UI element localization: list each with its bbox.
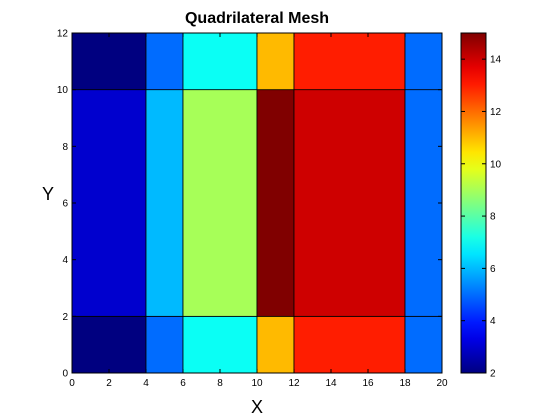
mesh-cell <box>256 89 295 317</box>
mesh-cell <box>71 32 147 91</box>
mesh-cell <box>404 89 443 317</box>
y-tick-label: 8 <box>62 142 68 153</box>
y-tick-label: 2 <box>62 312 68 323</box>
x-tick-label: 12 <box>288 378 300 389</box>
x-tick-label: 18 <box>399 378 411 389</box>
x-tick-label: 14 <box>325 378 337 389</box>
x-tick-label: 4 <box>143 378 149 389</box>
colorbar-tick-label: 14 <box>490 55 502 66</box>
x-tick-label: 16 <box>362 378 374 389</box>
x-tick-label: 0 <box>69 378 75 389</box>
mesh-cell <box>71 315 147 374</box>
x-axis-label: X <box>251 397 263 417</box>
mesh-cell <box>145 89 184 317</box>
x-tick-label: 6 <box>180 378 186 389</box>
y-tick-label: 0 <box>62 369 68 380</box>
colorbar-tick-label: 4 <box>490 316 496 327</box>
y-tick-label: 12 <box>57 29 69 40</box>
x-tick-label: 2 <box>106 378 112 389</box>
x-tick-label: 20 <box>436 378 448 389</box>
mesh-cell <box>145 32 184 91</box>
mesh-cell <box>182 89 258 317</box>
x-tick-label: 10 <box>251 378 263 389</box>
mesh-cell <box>293 89 406 317</box>
y-tick-label: 6 <box>62 199 68 210</box>
colorbar-tick-label: 6 <box>490 264 496 275</box>
mesh-cell <box>256 315 295 374</box>
y-tick-label: 10 <box>57 85 69 96</box>
colorbar <box>460 32 487 374</box>
mesh-cell <box>182 32 258 91</box>
mesh-cell <box>256 32 295 91</box>
mesh-cell <box>404 315 443 374</box>
y-axis-label: Y <box>42 184 54 204</box>
colorbar-tick-label: 2 <box>490 369 496 380</box>
colorbar-tick-label: 10 <box>490 159 502 170</box>
colorbar-tick-label: 12 <box>490 107 502 118</box>
mesh-cell <box>71 89 147 317</box>
mesh-cell <box>293 315 406 374</box>
mesh-cell <box>293 32 406 91</box>
y-tick-label: 4 <box>62 255 68 266</box>
mesh-cell <box>182 315 258 374</box>
x-tick-label: 8 <box>217 378 223 389</box>
x-axis-ticks: 0 2 4 6 8 10 12 14 16 18 20 <box>69 33 448 389</box>
colorbar-tick-label: 8 <box>490 212 496 223</box>
mesh-cells <box>71 32 443 374</box>
colorbar-ticks: 2 4 6 8 10 12 14 <box>461 55 502 380</box>
mesh-cell <box>145 315 184 374</box>
mesh-cell <box>404 32 443 91</box>
y-axis-ticks: 0 2 4 6 8 10 12 <box>57 29 442 380</box>
chart-title: Quadrilateral Mesh <box>185 10 329 27</box>
